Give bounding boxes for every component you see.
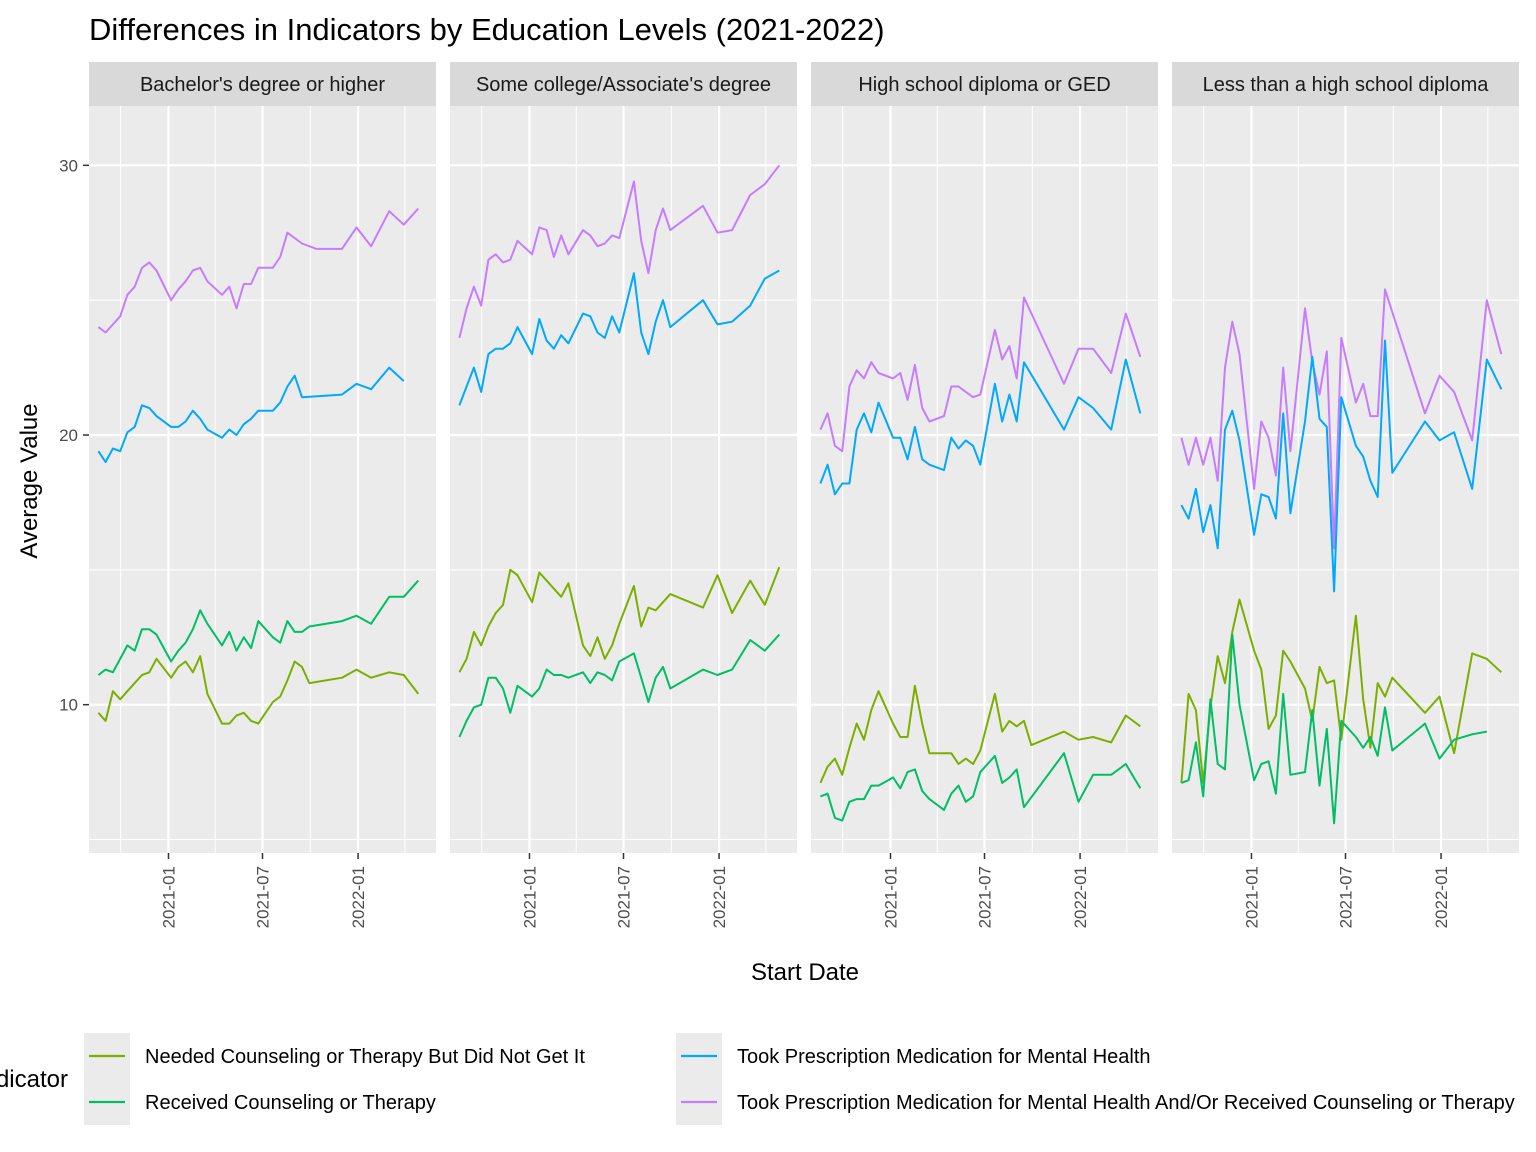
x-tick-label: 2022-01: [710, 866, 729, 928]
legend-label: Took Prescription Medication for Mental …: [737, 1092, 1515, 1114]
series-line-took-prescription-medication-for-mental-health: [1180, 339, 1503, 593]
legend-item: Needed Counseling or Therapy But Did Not…: [84, 1033, 585, 1079]
series-line-took-prescription-medication-for-mental-health: [97, 366, 405, 463]
x-tick-label: 2021-01: [1242, 866, 1261, 928]
legend-item: Received Counseling or Therapy: [84, 1079, 436, 1125]
x-tick-label: 2021-07: [615, 866, 634, 928]
series-line-needed-counseling-or-therapy-but-did-not-get-it: [819, 684, 1141, 784]
facet-strip-label: Some college/Associate's degree: [476, 74, 771, 96]
facet-strip-label: High school diploma or GED: [858, 74, 1110, 96]
legend-label: Needed Counseling or Therapy But Did Not…: [145, 1046, 585, 1068]
legend-item: Took Prescription Medication for Mental …: [676, 1079, 1515, 1125]
series-line-took-prescription-medication-for-mental-health-and-or-receiv: [97, 207, 420, 334]
legend-title: Indicator: [0, 1066, 68, 1093]
x-tick-label: 2021-07: [254, 866, 273, 928]
x-tick-label: 2021-07: [976, 866, 995, 928]
series-line-received-counseling-or-therapy: [1181, 633, 1487, 825]
facet-strip-label: Less than a high school diploma: [1203, 74, 1490, 96]
series-line-needed-counseling-or-therapy-but-did-not-get-it: [97, 655, 420, 725]
series-line-received-counseling-or-therapy: [820, 752, 1142, 822]
series-line-needed-counseling-or-therapy-but-did-not-get-it: [458, 566, 781, 673]
y-tick-label: 10: [59, 696, 78, 715]
facet-panel-less-than-a-high-school-diploma: Less than a high school diploma 2021-01 20…: [1172, 62, 1519, 928]
facet-strip: [450, 62, 797, 106]
series-line-took-prescription-medication-for-mental-health-and-or-receiv: [458, 164, 781, 339]
x-tick-label: 2021-07: [1337, 866, 1356, 928]
series-line-received-counseling-or-therapy: [97, 579, 420, 676]
chart-title: Differences in Indicators by Education L…: [89, 12, 885, 47]
legend-item: Took Prescription Medication for Mental …: [676, 1033, 1151, 1079]
x-tick-label: 2021-01: [520, 866, 539, 928]
series-line-needed-counseling-or-therapy-but-did-not-get-it: [1180, 598, 1502, 784]
y-tick-label: 30: [59, 156, 78, 175]
x-tick-label: 2022-01: [1432, 866, 1451, 928]
facet-panel-bachelor-s-degree-or-higher: Bachelor's degree or higher 2021-01 2021-0…: [89, 62, 436, 928]
facet-panel-some-college-associate-s-degree: Some college/Associate's degree 2021-01 20…: [450, 62, 797, 928]
series-line-took-prescription-medication-for-mental-health: [458, 269, 780, 406]
series-line-took-prescription-medication-for-mental-health-and-or-receiv: [1180, 288, 1503, 550]
y-axis-title: Average Value: [16, 403, 43, 558]
series-line-took-prescription-medication-for-mental-health-and-or-receiv: [819, 296, 1142, 453]
y-axis: 10 20 30: [59, 156, 89, 715]
legend: Indicator Needed Counseling or Therapy B…: [0, 1033, 1515, 1125]
legend-label: Took Prescription Medication for Mental …: [737, 1046, 1151, 1068]
facet-strip-label: Bachelor's degree or higher: [140, 74, 385, 96]
x-tick-label: 2021-01: [881, 866, 900, 928]
x-tick-label: 2022-01: [1071, 866, 1090, 928]
x-tick-label: 2021-01: [159, 866, 178, 928]
facet-panel-high-school-diploma-or-ged: High school diploma or GED 2021-01 2021-07…: [811, 62, 1158, 928]
facet-strip: [89, 62, 436, 106]
y-tick-label: 20: [59, 426, 78, 445]
legend-label: Received Counseling or Therapy: [145, 1092, 436, 1114]
series-line-took-prescription-medication-for-mental-health: [819, 358, 1142, 496]
facet-strip: [1172, 62, 1519, 106]
facet-panels: Bachelor's degree or higher 2021-01 2021-0…: [89, 62, 1519, 928]
series-line-received-counseling-or-therapy: [458, 633, 781, 738]
x-tick-label: 2022-01: [349, 866, 368, 928]
x-axis-title: Start Date: [751, 959, 859, 986]
facet-strip: [811, 62, 1158, 106]
